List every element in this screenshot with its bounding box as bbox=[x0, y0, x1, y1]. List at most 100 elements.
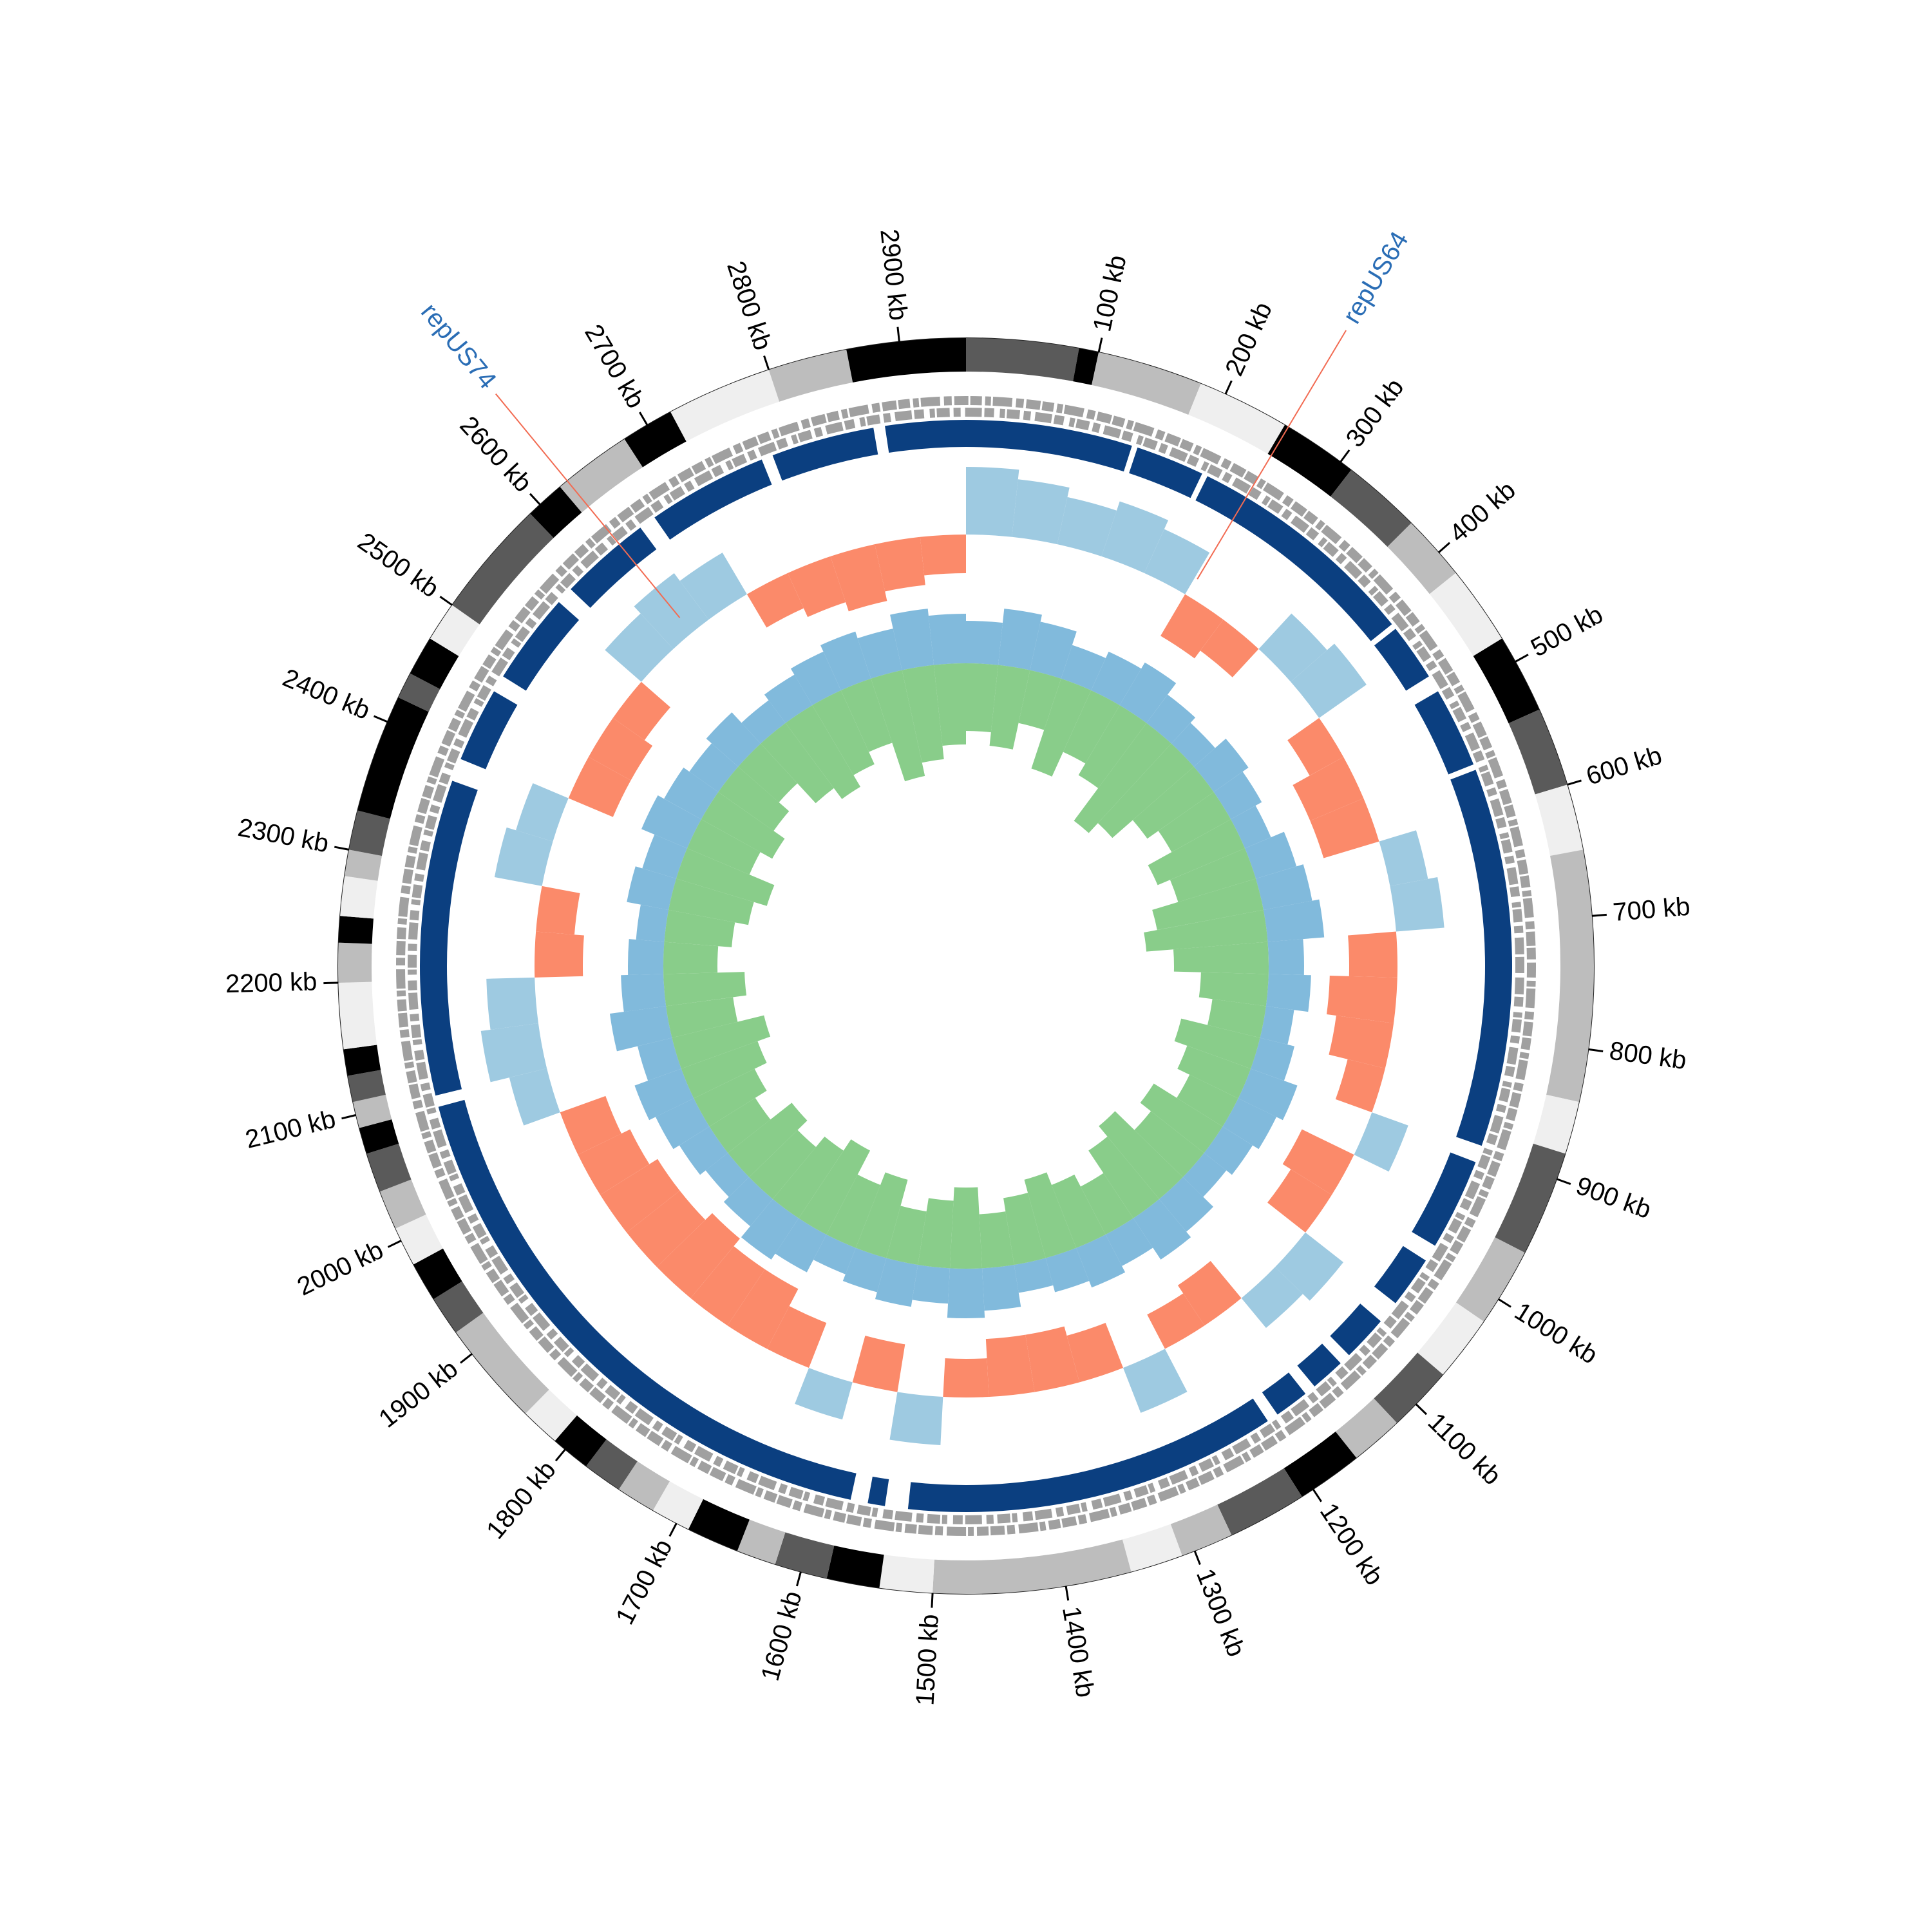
skew-bar bbox=[1348, 931, 1397, 978]
skew-bar bbox=[1177, 1261, 1242, 1326]
skew-bar bbox=[1144, 529, 1210, 594]
tick-mark bbox=[439, 596, 453, 606]
gc-bar bbox=[672, 1015, 771, 1069]
tick-mark bbox=[931, 1593, 934, 1608]
gc-bar bbox=[949, 1187, 983, 1269]
gc-bar bbox=[813, 1235, 856, 1274]
gc-bar bbox=[1265, 974, 1311, 1012]
gc-bar bbox=[982, 1265, 1021, 1311]
gc-bar bbox=[1119, 662, 1177, 723]
skew-bar bbox=[1025, 1326, 1080, 1392]
gc-bar bbox=[775, 1218, 827, 1273]
skew-bar bbox=[875, 536, 925, 592]
skew-bar bbox=[1101, 501, 1169, 573]
gc-bar bbox=[979, 1211, 1014, 1269]
tick-mark bbox=[795, 1571, 802, 1587]
gc-bar bbox=[1140, 1083, 1223, 1153]
contig bbox=[624, 412, 687, 468]
tick-mark bbox=[1224, 380, 1233, 395]
gc-bar bbox=[1193, 739, 1249, 792]
skew-bar bbox=[612, 681, 670, 741]
skew-bar bbox=[534, 931, 584, 978]
gc-bar bbox=[1097, 743, 1194, 838]
gc-bar bbox=[709, 1097, 771, 1153]
contig bbox=[1217, 1468, 1302, 1535]
tick-mark bbox=[1065, 1586, 1070, 1601]
skew-bar bbox=[560, 1095, 621, 1155]
tick-mark bbox=[554, 1448, 566, 1462]
block bbox=[460, 691, 518, 770]
gc-bar bbox=[1171, 723, 1215, 767]
gc-bar bbox=[664, 909, 735, 947]
gc-bar bbox=[655, 1098, 710, 1150]
gc-bar bbox=[890, 609, 934, 670]
gc-bar bbox=[934, 663, 966, 746]
annotation-line bbox=[495, 393, 681, 618]
tick-mark bbox=[639, 412, 649, 426]
gc-bar bbox=[799, 1139, 871, 1235]
block bbox=[1195, 476, 1392, 641]
contig bbox=[1546, 849, 1594, 1103]
gc-bar bbox=[668, 878, 754, 925]
skew-bar bbox=[578, 1129, 650, 1195]
block bbox=[654, 459, 772, 540]
contig bbox=[348, 810, 390, 856]
contig bbox=[452, 513, 554, 625]
gc-bar bbox=[1174, 1018, 1260, 1069]
tick-mark bbox=[1515, 654, 1529, 663]
skew-bar bbox=[788, 556, 846, 618]
contig bbox=[1508, 709, 1567, 795]
gc-bar bbox=[1031, 678, 1092, 777]
gc-bar bbox=[663, 972, 747, 1007]
tick-mark bbox=[529, 493, 541, 506]
gc-bar bbox=[636, 904, 669, 942]
gc-bar bbox=[694, 1068, 767, 1127]
block bbox=[1414, 691, 1474, 775]
contig bbox=[366, 1143, 412, 1192]
gc-bar bbox=[918, 1198, 954, 1269]
gc-bar bbox=[728, 1103, 808, 1177]
skew-bar bbox=[600, 1159, 680, 1233]
gc-bar bbox=[676, 848, 775, 906]
gene-ring-forward bbox=[396, 396, 1536, 1536]
contig bbox=[413, 1248, 462, 1300]
gc-bar bbox=[764, 674, 813, 723]
gc-bar bbox=[1255, 864, 1312, 910]
tick-mark bbox=[763, 355, 770, 370]
gc-bar bbox=[741, 1198, 799, 1260]
gc-bar bbox=[842, 1247, 887, 1293]
gc-bar bbox=[947, 1268, 985, 1319]
gc-bar bbox=[679, 1126, 728, 1175]
gc-bar bbox=[1144, 909, 1268, 952]
skew-bar bbox=[1200, 620, 1259, 677]
gc-bar bbox=[989, 665, 1030, 750]
gc-bar bbox=[666, 997, 738, 1038]
tick-mark bbox=[460, 1352, 473, 1364]
contig bbox=[554, 1415, 607, 1466]
skew-bar bbox=[1291, 643, 1367, 718]
gc-bar bbox=[1099, 1111, 1183, 1199]
contig bbox=[1335, 1398, 1397, 1458]
gc-bar bbox=[886, 1206, 927, 1265]
block bbox=[966, 420, 1132, 472]
gc-bar bbox=[1134, 1111, 1204, 1177]
contig bbox=[775, 1532, 835, 1578]
gc-bar bbox=[761, 723, 834, 804]
gc-bar bbox=[1105, 1218, 1153, 1266]
tick-mark bbox=[1097, 337, 1103, 353]
skew-bar bbox=[1282, 1129, 1354, 1195]
contig bbox=[1331, 469, 1412, 547]
gc-bar bbox=[741, 700, 786, 744]
skew-bar bbox=[494, 827, 553, 886]
skew-bar bbox=[727, 1269, 799, 1349]
contig bbox=[586, 1439, 638, 1490]
contig bbox=[966, 338, 1079, 382]
tick-mark bbox=[1312, 1488, 1322, 1502]
skew-bar bbox=[1335, 1059, 1385, 1113]
tick-label: 700 kb bbox=[1612, 893, 1691, 927]
gc-bar bbox=[641, 795, 701, 849]
contig bbox=[1473, 638, 1540, 724]
skew-bar bbox=[1354, 1112, 1408, 1172]
gc-bar bbox=[966, 663, 998, 733]
gc-bar bbox=[1146, 694, 1196, 744]
